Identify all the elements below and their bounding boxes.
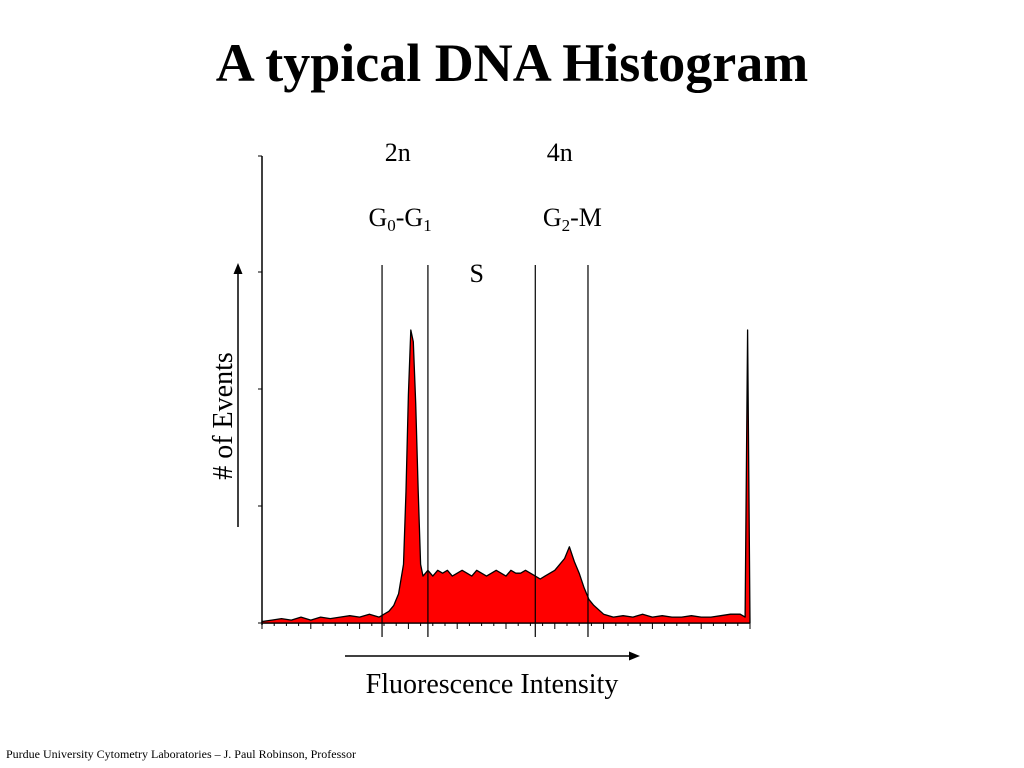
data-point-52 xyxy=(544,576,545,577)
data-point-25 xyxy=(420,564,421,565)
data-point-53 xyxy=(549,573,550,574)
data-point-43 xyxy=(501,573,502,574)
data-point-31 xyxy=(442,573,443,574)
data-point-78 xyxy=(745,617,746,618)
data-point-17 xyxy=(398,593,399,594)
data-point-36 xyxy=(466,573,467,574)
data-point-56 xyxy=(564,558,565,559)
data-point-7 xyxy=(330,618,331,619)
data-point-24 xyxy=(418,491,419,492)
data-point-1 xyxy=(271,620,272,621)
data-point-15 xyxy=(388,611,389,612)
data-point-46 xyxy=(515,573,516,574)
gate-lines xyxy=(381,265,589,637)
data-point-58 xyxy=(574,561,575,562)
data-point-63 xyxy=(603,614,604,615)
data-point-35 xyxy=(462,570,463,571)
data-point-3 xyxy=(291,620,292,621)
data-point-54 xyxy=(554,570,555,571)
data-point-79 xyxy=(747,329,748,330)
data-point-14 xyxy=(383,614,384,615)
data-point-19 xyxy=(405,491,406,492)
data-point-32 xyxy=(447,570,448,571)
data-point-8 xyxy=(340,617,341,618)
data-point-29 xyxy=(432,576,433,577)
data-point-51 xyxy=(540,578,541,579)
data-point-2 xyxy=(281,618,282,619)
data-point-66 xyxy=(632,617,633,618)
data-point-65 xyxy=(623,615,624,616)
data-point-47 xyxy=(520,573,521,574)
data-point-70 xyxy=(671,617,672,618)
data-point-37 xyxy=(471,576,472,577)
annotations: 2n 4n G0-G1 S G2-M # of Events Fluorescence In… xyxy=(208,138,618,700)
data-point-9 xyxy=(349,615,350,616)
data-point-26 xyxy=(422,576,423,577)
axis-arrows xyxy=(233,263,640,661)
data-point-59 xyxy=(579,573,580,574)
data-point-74 xyxy=(710,617,711,618)
histogram-area xyxy=(261,329,751,624)
data-point-18 xyxy=(403,564,404,565)
data-point-71 xyxy=(681,617,682,618)
data-point-27 xyxy=(425,573,426,574)
histogram-series xyxy=(261,329,751,624)
phase-label-g2-m: G2-M xyxy=(543,203,602,235)
data-point-45 xyxy=(510,570,511,571)
data-point-41 xyxy=(491,573,492,574)
footer-credit: Purdue University Cytometry Laboratories… xyxy=(6,747,356,761)
data-point-57 xyxy=(569,546,570,547)
data-point-21 xyxy=(410,329,411,330)
data-point-39 xyxy=(481,573,482,574)
data-point-40 xyxy=(486,576,487,577)
data-point-62 xyxy=(593,605,594,606)
data-point-42 xyxy=(496,570,497,571)
data-point-6 xyxy=(320,617,321,618)
phase-label-g0-g1: G0-G1 xyxy=(368,203,431,235)
data-point-55 xyxy=(559,564,560,565)
data-point-5 xyxy=(310,620,311,621)
data-point-11 xyxy=(369,614,370,615)
data-point-12 xyxy=(379,617,380,618)
slide-title: A typical DNA Histogram xyxy=(215,33,809,93)
data-point-72 xyxy=(691,615,692,616)
data-point-44 xyxy=(505,576,506,577)
dna-histogram-chart: 2n 4n G0-G1 S G2-M # of Events Fluorescence In… xyxy=(208,138,751,700)
data-point-4 xyxy=(300,617,301,618)
data-point-60 xyxy=(584,587,585,588)
data-point-75 xyxy=(720,615,721,616)
ploidy-label-4n: 4n xyxy=(547,138,573,167)
data-point-69 xyxy=(662,615,663,616)
data-point-64 xyxy=(613,617,614,618)
data-point-48 xyxy=(525,570,526,571)
data-point-76 xyxy=(730,614,731,615)
data-point-33 xyxy=(452,576,453,577)
data-point-23 xyxy=(415,403,416,404)
data-point-30 xyxy=(437,570,438,571)
x-axis-label: Fluorescence Intensity xyxy=(366,669,619,700)
phase-label-s: S xyxy=(469,259,483,288)
data-point-49 xyxy=(530,573,531,574)
data-point-34 xyxy=(457,573,458,574)
y-arrow-head xyxy=(233,263,243,274)
data-point-16 xyxy=(393,605,394,606)
data-point-38 xyxy=(476,570,477,571)
data-point-20 xyxy=(408,394,409,395)
data-point-80 xyxy=(749,622,750,623)
data-point-68 xyxy=(652,617,653,618)
data-point-0 xyxy=(261,621,262,622)
data-point-77 xyxy=(740,614,741,615)
y-axis-label: # of Events xyxy=(208,352,239,480)
data-point-73 xyxy=(701,617,702,618)
data-point-10 xyxy=(359,617,360,618)
axes xyxy=(258,155,751,629)
ploidy-label-2n: 2n xyxy=(385,138,411,167)
x-arrow-head xyxy=(629,651,640,661)
data-point-22 xyxy=(413,341,414,342)
data-point-67 xyxy=(642,614,643,615)
